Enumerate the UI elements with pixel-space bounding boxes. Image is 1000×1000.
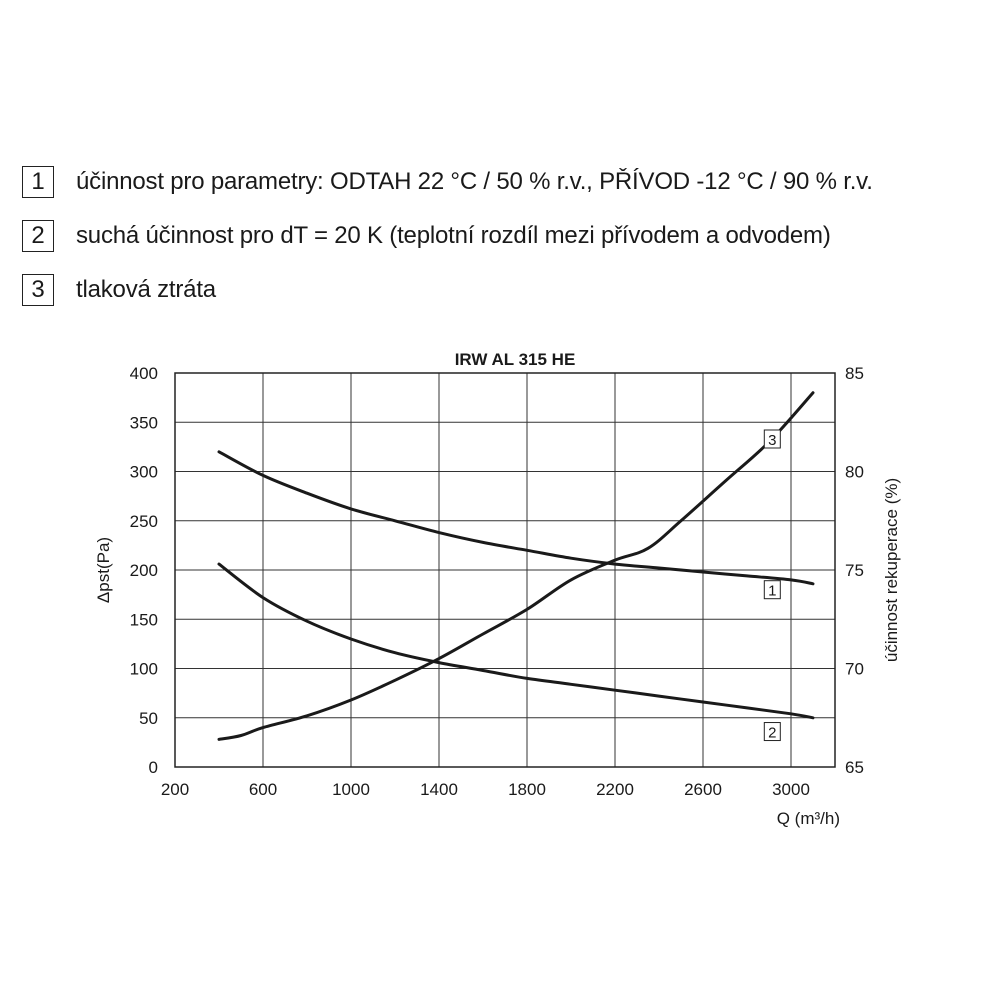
series-label-3: 3 xyxy=(768,432,776,449)
y-tick-label: 0 xyxy=(149,758,158,777)
x-tick-label: 200 xyxy=(161,780,189,799)
legend-text: tlaková ztráta xyxy=(76,276,216,303)
y2-tick-label: 85 xyxy=(845,364,864,383)
legend-text: suchá účinnost pro dT = 20 K (teplotní r… xyxy=(76,222,831,249)
series-label-box xyxy=(763,429,781,449)
series-label-box xyxy=(763,722,781,742)
y2-tick-label: 70 xyxy=(845,660,864,679)
x-tick-label: 1400 xyxy=(420,780,458,799)
x-tick-label: 1800 xyxy=(508,780,546,799)
y-axis-label: Δpst(Pa) xyxy=(94,537,113,603)
y2-tick-label: 65 xyxy=(845,758,864,777)
y-tick-label: 250 xyxy=(130,512,158,531)
legend-item-2: 2 suchá účinnost pro dT = 20 K (teplotní… xyxy=(22,216,873,256)
y-tick-label: 300 xyxy=(130,463,158,482)
legend: 1 účinnost pro parametry: ODTAH 22 °C / … xyxy=(22,162,873,324)
series-label-box xyxy=(763,580,781,600)
series-line-1 xyxy=(217,450,815,586)
y-tick-label: 50 xyxy=(139,709,158,728)
y2-tick-label: 75 xyxy=(845,561,864,580)
plot-frame xyxy=(174,372,836,768)
legend-item-1: 1 účinnost pro parametry: ODTAH 22 °C / … xyxy=(22,162,873,202)
series-label-1: 1 xyxy=(768,583,776,600)
x-tick-label: 1000 xyxy=(332,780,370,799)
legend-text: účinnost pro parametry: ODTAH 22 °C / 50… xyxy=(76,168,873,195)
y2-tick-label: 80 xyxy=(845,463,864,482)
x-axis-label: Q (m³/h) xyxy=(777,809,840,828)
series-line-2 xyxy=(217,562,815,720)
y-tick-label: 150 xyxy=(130,610,158,629)
legend-number-box: 1 xyxy=(22,166,54,198)
legend-item-3: 3 tlaková ztráta xyxy=(22,270,873,310)
x-tick-label: 2200 xyxy=(596,780,634,799)
series-label-2: 2 xyxy=(768,725,776,742)
y2-axis-label: účinnost rekuperace (%) xyxy=(882,478,901,662)
y-tick-label: 100 xyxy=(130,660,158,679)
series-line-3 xyxy=(217,391,815,741)
x-tick-label: 3000 xyxy=(772,780,810,799)
legend-number-box: 3 xyxy=(22,274,54,306)
x-tick-label: 600 xyxy=(249,780,277,799)
chart-title: IRW AL 315 HE xyxy=(455,350,576,369)
y-tick-label: 200 xyxy=(130,561,158,580)
x-tick-label: 2600 xyxy=(684,780,722,799)
y-tick-label: 350 xyxy=(130,413,158,432)
legend-number-box: 2 xyxy=(22,220,54,252)
y-tick-label: 400 xyxy=(130,364,158,383)
